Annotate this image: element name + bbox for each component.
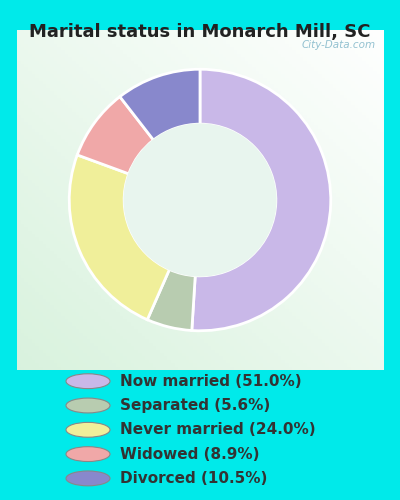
Text: Never married (24.0%): Never married (24.0%): [120, 422, 316, 438]
Wedge shape: [192, 69, 331, 331]
Text: Now married (51.0%): Now married (51.0%): [120, 374, 302, 388]
Text: Divorced (10.5%): Divorced (10.5%): [120, 471, 267, 486]
Wedge shape: [147, 270, 195, 330]
Circle shape: [66, 471, 110, 486]
Wedge shape: [77, 96, 154, 174]
Circle shape: [66, 398, 110, 413]
Text: Separated (5.6%): Separated (5.6%): [120, 398, 270, 413]
Text: City-Data.com: City-Data.com: [302, 40, 376, 50]
Text: Marital status in Monarch Mill, SC: Marital status in Monarch Mill, SC: [29, 22, 371, 40]
Circle shape: [66, 422, 110, 437]
Circle shape: [66, 446, 110, 462]
Circle shape: [66, 374, 110, 388]
Circle shape: [124, 124, 276, 276]
Wedge shape: [69, 155, 170, 320]
Wedge shape: [120, 69, 200, 140]
Text: Widowed (8.9%): Widowed (8.9%): [120, 446, 260, 462]
